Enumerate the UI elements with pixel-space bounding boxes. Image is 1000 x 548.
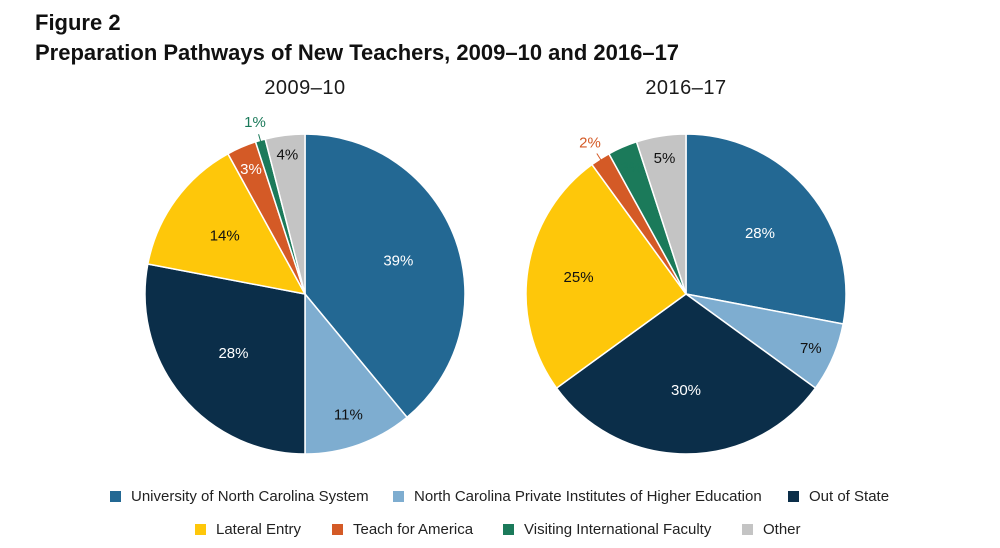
legend-item: Out of State (788, 488, 889, 505)
slice-label: 5% (654, 150, 676, 167)
legend-label: Out of State (809, 488, 890, 505)
slice-label: 2% (579, 135, 601, 152)
pie-1: 2016–17 28% 7% 30% 25% 2% 3% 5% (525, 77, 847, 455)
slice-label: 7% (800, 340, 822, 357)
slice-label: 28% (218, 345, 248, 362)
label-leader-line (258, 134, 262, 144)
legend-swatch (110, 491, 121, 502)
legend-swatch (195, 524, 206, 535)
legend-swatch (742, 524, 753, 535)
pie-slice (555, 293, 817, 455)
slice-label: 11% (334, 406, 363, 423)
slice-label: 25% (564, 269, 594, 286)
legend-label: Teach for America (353, 521, 474, 538)
legend-item: Lateral Entry (195, 521, 301, 538)
legend-swatch (332, 524, 343, 535)
legend-label: North Carolina Private Institutes of Hig… (414, 488, 762, 505)
pie-charts: 2009–10 39% 11% 28% 14% 3% 1% 4% 2016–17 28% 7% 30%… (144, 77, 847, 455)
legend-item: University of North Carolina System (110, 488, 369, 505)
legend-item: Other (742, 521, 801, 538)
pie-slice (304, 291, 409, 455)
slice-label: 30% (671, 382, 701, 399)
slice-label: 3% (240, 161, 262, 178)
legend-item: North Carolina Private Institutes of Hig… (393, 488, 762, 505)
legend-item: Teach for America (332, 521, 473, 538)
pie-slice (264, 133, 306, 295)
slice-label: 14% (210, 228, 240, 245)
legend-label: University of North Carolina System (131, 488, 369, 505)
slice-label: 3% (621, 160, 643, 177)
legend-item: Visiting International Faculty (503, 521, 711, 538)
legend-swatch (788, 491, 799, 502)
pie-slice (146, 152, 307, 296)
legend-swatch (393, 491, 404, 502)
legend-label: Other (763, 521, 801, 538)
pie-0: 2009–10 39% 11% 28% 14% 3% 1% 4% (144, 77, 466, 455)
pie-slice (144, 263, 306, 455)
figure-label: Figure 2 (35, 10, 121, 35)
pie-slice (685, 133, 847, 325)
pie-slice (635, 133, 687, 295)
label-leader-line (596, 153, 603, 162)
pie-title: 2016–17 (645, 77, 726, 99)
slice-label: 39% (383, 252, 413, 269)
pie-slice (304, 133, 466, 419)
legend-swatch (503, 524, 514, 535)
slice-label: 28% (745, 225, 775, 242)
legend-label: Visiting International Faculty (524, 521, 712, 538)
slice-label: 1% (244, 114, 266, 131)
pie-slice (525, 163, 688, 390)
slice-label: 4% (277, 146, 299, 163)
pie-title: 2009–10 (264, 77, 345, 99)
legend-label: Lateral Entry (216, 521, 302, 538)
figure-title: Preparation Pathways of New Teachers, 20… (35, 40, 680, 65)
